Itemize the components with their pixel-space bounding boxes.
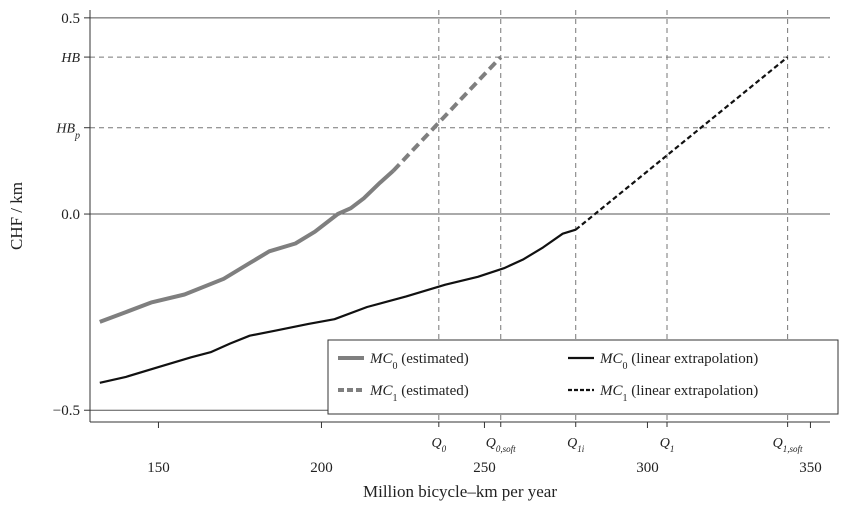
x-axis-title: Million bicycle–km per year	[363, 482, 557, 501]
href-label-hb: HB	[60, 51, 80, 66]
x-tick-label-1: 200	[310, 460, 333, 476]
legend: MC0 (estimated) MC0 (linear extrapolation…	[327, 339, 839, 415]
y-axis-title: CHF / km	[7, 182, 26, 250]
x-tick-label-0: 150	[147, 460, 170, 476]
y-tick-label-2: −0.5	[53, 403, 80, 419]
axes-layer	[89, 10, 830, 423]
x-tick-label-4: 350	[799, 460, 822, 476]
href-label-hbp: HBp	[55, 122, 80, 142]
series-layer	[99, 55, 789, 384]
vref-label-q1i: Q1i	[567, 436, 585, 454]
legend-label-mc1-estimated: MC1 (estimated)	[369, 383, 469, 404]
legend-box	[327, 339, 839, 415]
vref-label-q0-soft: Q0,soft	[486, 436, 516, 454]
series-line-mc1-estimated	[391, 55, 503, 173]
legend-label-mc1-linear: MC1 (linear extrapolation)	[599, 383, 758, 404]
y-tick-label-0: 0.5	[61, 11, 80, 27]
y-tick-label-1: 0.0	[61, 207, 80, 223]
legend-label-mc0-estimated: MC0 (estimated)	[369, 351, 469, 372]
vref-label-q0: Q0	[431, 436, 446, 454]
vref-label-q1: Q1	[660, 436, 675, 454]
series-line-mc0-estimated	[99, 169, 395, 324]
legend-label-mc0-linear: MC0 (linear extrapolation)	[599, 351, 758, 372]
x-tick-label-3: 300	[636, 460, 659, 476]
series-line-mc1-linear	[575, 56, 789, 231]
series-line-mc0-linear	[99, 228, 577, 384]
x-tick-label-2: 250	[473, 460, 496, 476]
vref-label-q1-soft: Q1,soft	[773, 436, 803, 454]
